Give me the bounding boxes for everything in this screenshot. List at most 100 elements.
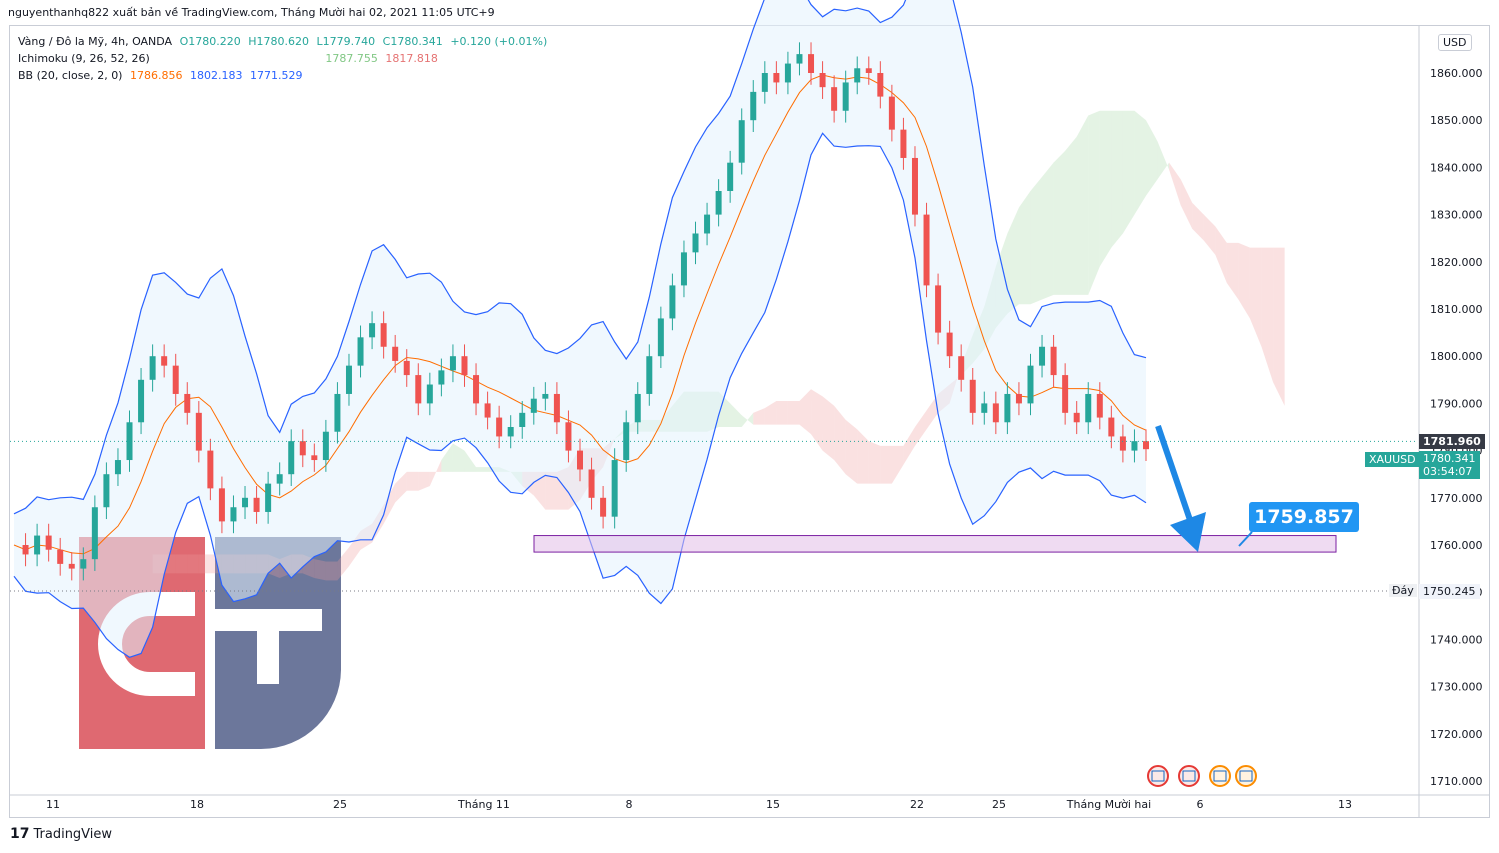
candle-body	[126, 422, 133, 461]
candle-body	[611, 460, 618, 517]
candle-body	[981, 403, 988, 413]
cloud-segment	[1030, 176, 1043, 305]
candle-body	[530, 398, 537, 413]
target-price-callout[interactable]: 1759.857	[1249, 502, 1359, 532]
candle-body	[1143, 441, 1149, 450]
candle-body	[149, 356, 156, 380]
candle-body	[900, 129, 907, 158]
legend-change: +0.120 (+0.01%)	[450, 35, 548, 48]
cloud-segment	[914, 410, 927, 446]
candle-body	[854, 68, 861, 83]
cloud-segment	[418, 471, 430, 491]
candle-body	[958, 356, 965, 380]
cloud-segment	[452, 443, 465, 472]
cloud-segment	[187, 554, 199, 574]
cloud-segment	[776, 401, 788, 425]
candle-body	[808, 54, 815, 73]
candle-body	[103, 474, 110, 508]
candle-body	[1108, 417, 1115, 437]
bollinger-bands	[13, 0, 1147, 658]
candle-body	[265, 483, 272, 512]
candle-body	[426, 384, 433, 404]
cloud-segment	[429, 460, 442, 486]
candle-body	[1096, 393, 1103, 418]
cloud-segment	[857, 429, 869, 484]
time-tick-label: 6	[1197, 798, 1204, 811]
bb-basis-line	[13, 74, 1147, 555]
legend-ichimoku-a: 1787.755	[325, 52, 378, 65]
cloud-segment	[880, 445, 892, 484]
cloud-segment	[1122, 110, 1135, 234]
candle-body	[657, 318, 664, 357]
cloud-segment	[1007, 207, 1019, 314]
price-tick-label: 1740.000	[1430, 633, 1483, 646]
candle-body	[253, 497, 260, 512]
bb-lower-line	[13, 132, 1147, 658]
candle-body	[588, 469, 595, 498]
cloud-segment	[1018, 191, 1031, 305]
tradingview-logo-icon: 𝟭𝟳	[10, 826, 30, 842]
candle-body	[1062, 375, 1069, 413]
candle-body	[577, 450, 583, 470]
cloud-segment	[464, 450, 477, 472]
legend-ichimoku-b: 1817.818	[385, 52, 438, 65]
currency-button[interactable]: USD	[1438, 34, 1472, 51]
flag-stripes-icon	[1182, 770, 1196, 782]
candle-body	[114, 460, 121, 475]
us-flag-event-icon[interactable]	[1178, 765, 1200, 787]
candle-body	[438, 370, 445, 385]
candle-body	[911, 157, 918, 215]
candle-body	[519, 412, 526, 427]
candle-body	[553, 393, 560, 423]
support-zone-rect	[533, 535, 1337, 553]
candle-body	[449, 356, 456, 371]
cloud-segment	[545, 471, 557, 510]
candle-body	[600, 497, 607, 517]
candle-body	[773, 73, 780, 83]
candle-body	[923, 214, 930, 286]
last-price-tag: 1780.341 03:54:07	[1419, 451, 1480, 479]
cloud-segment	[1146, 120, 1158, 196]
flag-stripes-icon	[1239, 770, 1253, 782]
price-tick-label: 1760.000	[1430, 539, 1483, 552]
price-tick-label: 1860.000	[1430, 67, 1483, 80]
price-tick-label: 1850.000	[1430, 114, 1483, 127]
us-flag-event-icon[interactable]	[1235, 765, 1257, 787]
cloud-segment	[845, 419, 858, 484]
candle-body	[45, 535, 52, 550]
cloud-segment	[868, 441, 881, 484]
candle-body	[484, 403, 491, 418]
price-tick-label: 1830.000	[1430, 209, 1483, 222]
candle-body	[22, 545, 29, 555]
cloud-segment	[1249, 247, 1262, 347]
candle-body	[461, 356, 468, 376]
cloud-segment	[1099, 110, 1112, 267]
legend-close: C1780.341	[382, 35, 443, 48]
candle-body	[992, 403, 999, 423]
arrow-shaft	[1155, 425, 1193, 521]
candle-body	[888, 96, 895, 130]
candle-body	[184, 393, 191, 413]
candle-body	[380, 323, 387, 347]
time-tick-label: 13	[1338, 798, 1352, 811]
legend-bb-lower: 1771.529	[249, 69, 303, 82]
candle-body	[819, 73, 826, 88]
cloud-segment	[325, 561, 338, 581]
event-icons[interactable]	[1147, 765, 1257, 787]
cloud-segment	[903, 427, 915, 465]
candle-body	[1131, 441, 1138, 451]
support-zone	[533, 535, 1337, 553]
candle-body	[542, 393, 549, 399]
us-flag-event-icon[interactable]	[1147, 765, 1169, 787]
cloud-segment	[1169, 162, 1181, 206]
price-tick-label: 1710.000	[1430, 775, 1483, 788]
footer-brand[interactable]: 𝟭𝟳 TradingView	[10, 826, 112, 842]
legend-bb-basis: 1786.856	[129, 69, 183, 82]
time-tick-label: 8	[626, 798, 633, 811]
cloud-segment	[1076, 115, 1089, 295]
us-flag-event-icon[interactable]	[1209, 765, 1231, 787]
candle-body	[345, 365, 352, 394]
time-tick-label: 25	[333, 798, 347, 811]
legend-bb-upper: 1802.183	[189, 69, 243, 82]
